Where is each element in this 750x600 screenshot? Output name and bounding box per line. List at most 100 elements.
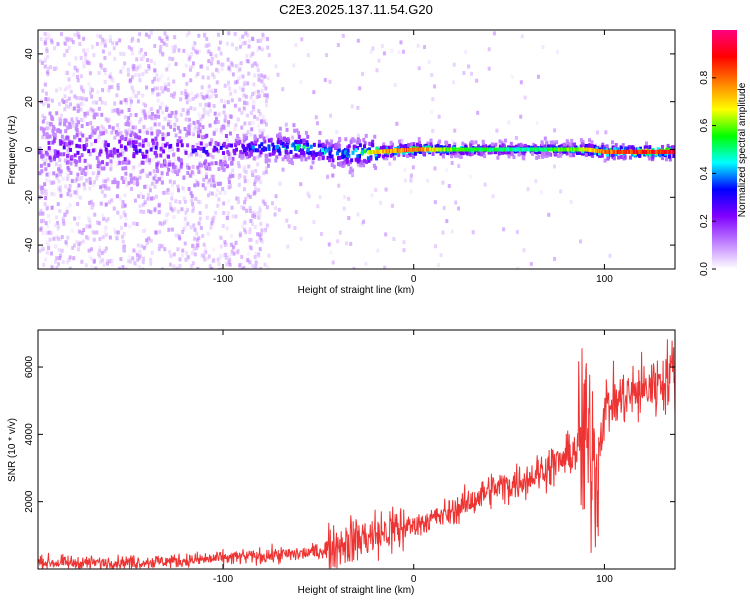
heatmap-cell (86, 236, 90, 241)
heatmap-cell (82, 144, 86, 149)
heatmap-cell (178, 200, 182, 205)
heatmap-cell (208, 264, 212, 269)
heatmap-cell (417, 66, 421, 71)
heatmap-cell (558, 150, 562, 155)
heatmap-cell (180, 143, 184, 148)
heatmap-cell (62, 221, 66, 226)
heatmap-cell (111, 126, 115, 131)
heatmap-cell (84, 97, 88, 102)
heatmap-cell (163, 160, 167, 165)
heatmap-cell (201, 95, 205, 100)
heatmap-cell (290, 161, 294, 166)
heatmap-cell (168, 159, 172, 164)
heatmap-cell (464, 145, 468, 150)
heatmap-cell (331, 143, 335, 148)
heatmap-cell (260, 228, 264, 233)
heatmap-cell (189, 191, 193, 196)
heatmap-cell (216, 60, 220, 65)
heatmap-cell (403, 144, 407, 149)
heatmap-cell (152, 169, 156, 174)
heatmap-cell (191, 144, 195, 149)
heatmap-cell (666, 143, 670, 148)
heatmap-cell (159, 153, 163, 158)
heatmap-cell (402, 248, 406, 253)
heatmap-cell (52, 171, 56, 176)
heatmap-cell (76, 30, 80, 35)
heatmap-cell (56, 224, 60, 229)
heatmap-cell (261, 240, 265, 245)
heatmap-cell (67, 105, 71, 110)
heatmap-cell (110, 84, 114, 89)
heatmap-cell (243, 200, 247, 205)
heatmap-cell (120, 109, 124, 114)
heatmap-cell (250, 169, 254, 174)
heatmap-cell (236, 68, 240, 73)
heatmap-cell (559, 153, 563, 158)
heatmap-cell (98, 248, 102, 253)
heatmap-cell (75, 177, 79, 182)
heatmap-cell (665, 157, 669, 162)
heatmap-cell (108, 74, 112, 79)
heatmap-cell (141, 93, 145, 98)
heatmap-cell (306, 148, 310, 153)
heatmap-cell (85, 59, 89, 64)
heatmap-cell (78, 155, 82, 160)
heatmap-cell (285, 218, 289, 223)
heatmap-cell (66, 192, 70, 197)
heatmap-cell (178, 264, 182, 269)
heatmap-cell (559, 189, 563, 194)
heatmap-cell (552, 164, 556, 169)
heatmap-cell (490, 144, 494, 149)
heatmap-cell (230, 98, 234, 103)
heatmap-cell (158, 36, 162, 41)
heatmap-cell (110, 153, 114, 158)
heatmap-cell (100, 41, 104, 46)
heatmap-cell (182, 48, 186, 53)
heatmap-cell (57, 102, 61, 107)
heatmap-cell (81, 96, 85, 101)
heatmap-cell (216, 32, 220, 37)
heatmap-cell (240, 262, 244, 267)
heatmap-cell (215, 67, 219, 72)
heatmap-cell (103, 79, 107, 84)
heatmap-cell (178, 236, 182, 241)
heatmap-cell (155, 194, 159, 199)
heatmap-cell (260, 131, 264, 136)
heatmap-cell (253, 182, 257, 187)
heatmap-cell (584, 144, 588, 149)
heatmap-cell (496, 155, 500, 160)
heatmap-cell (276, 72, 280, 77)
x-tick-label: 0 (411, 574, 417, 585)
heatmap-cell (227, 66, 231, 71)
heatmap-cell (393, 82, 397, 87)
heatmap-cell (102, 216, 106, 221)
heatmap-cell (264, 99, 268, 104)
heatmap-cell (164, 133, 168, 138)
heatmap-cell (397, 50, 401, 55)
heatmap-cell (137, 194, 141, 199)
heatmap-cell (174, 61, 178, 66)
heatmap-cell (221, 186, 225, 191)
heatmap-cell (398, 145, 402, 150)
heatmap-cell (283, 143, 287, 148)
heatmap-cell (197, 169, 201, 174)
heatmap-cell (132, 221, 136, 226)
heatmap-cell (84, 263, 88, 268)
heatmap-cell (491, 194, 495, 199)
heatmap-cell (138, 78, 142, 83)
heatmap-cell (156, 98, 160, 103)
heatmap-cell (250, 63, 254, 68)
heatmap-cell (182, 188, 186, 193)
heatmap-cell (326, 174, 330, 179)
heatmap-cell (131, 65, 135, 70)
heatmap-cell (136, 65, 140, 70)
heatmap-cell (539, 144, 543, 149)
heatmap-cell (547, 212, 551, 217)
heatmap-cell (194, 196, 198, 201)
heatmap-cell (150, 131, 154, 136)
heatmap-cell (68, 84, 72, 89)
heatmap-cell (167, 63, 171, 68)
heatmap-cell (116, 123, 120, 128)
heatmap-cell (213, 111, 217, 116)
heatmap-cell (53, 46, 57, 51)
